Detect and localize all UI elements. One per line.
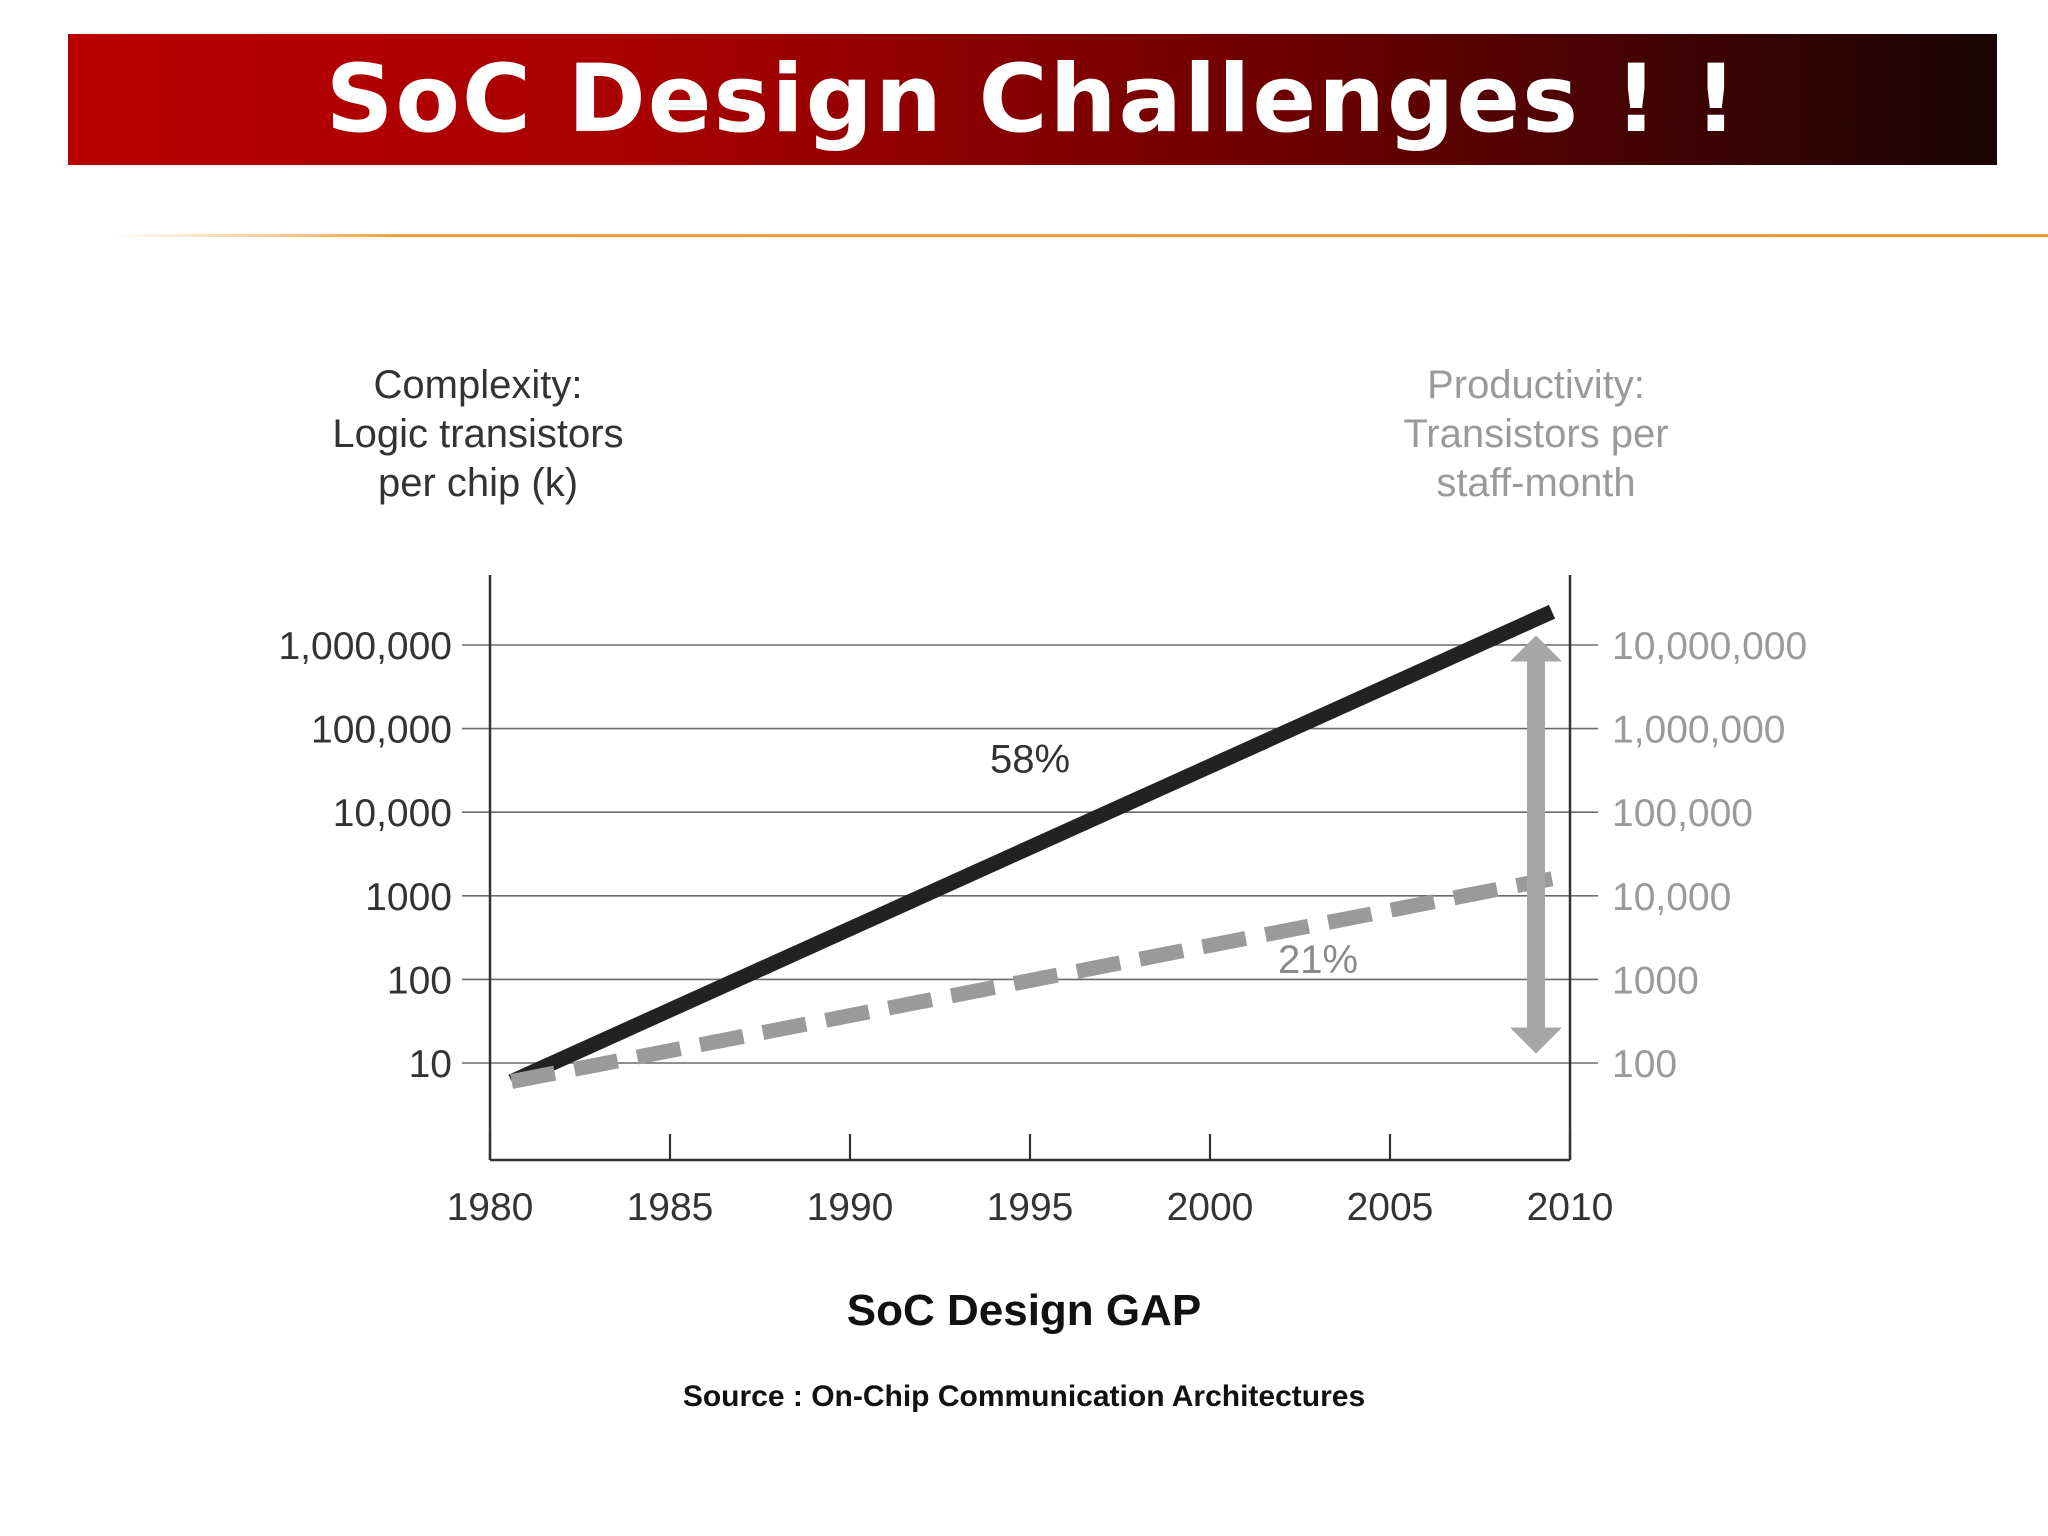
x-tick-label: 1990 bbox=[807, 1186, 894, 1229]
x-tick-label: 2010 bbox=[1527, 1186, 1614, 1229]
x-tick-label: 1980 bbox=[447, 1186, 534, 1229]
y-left-title: Complexity: Logic transistors per chip (k) bbox=[332, 363, 623, 505]
chart-caption: SoC Design GAP bbox=[846, 1286, 1202, 1335]
productivity-growth-label: 21% bbox=[1278, 938, 1358, 982]
y-left-tick-label: 1000 bbox=[365, 876, 452, 919]
y-right-tick-label: 1000 bbox=[1612, 959, 1699, 1002]
y-left-tick-label: 100,000 bbox=[311, 709, 452, 752]
x-tick-label: 2005 bbox=[1347, 1186, 1434, 1229]
chart-source: Source : On-Chip Communication Architect… bbox=[682, 1380, 1366, 1413]
y-left-title-line: per chip (k) bbox=[378, 461, 578, 505]
gap-arrow-shaft bbox=[1527, 657, 1545, 1032]
annotations: Complexity: Logic transistors per chip (k)… bbox=[332, 363, 1668, 982]
gap-arrow-head-down bbox=[1510, 1027, 1562, 1054]
y-right-tick-label: 10,000 bbox=[1612, 876, 1731, 919]
title-bar: SoC Design Challenges ! ! bbox=[68, 34, 1997, 165]
x-tick-label: 1995 bbox=[987, 1186, 1074, 1229]
axes bbox=[488, 575, 1572, 1162]
y-right-title-line: Productivity: bbox=[1427, 363, 1645, 407]
complexity-growth-label: 58% bbox=[990, 737, 1070, 781]
y-right-tick-label: 100,000 bbox=[1612, 792, 1753, 835]
y-right-title: Productivity: Transistors per staff-month bbox=[1403, 363, 1668, 505]
y-right-tick-label: 100 bbox=[1612, 1043, 1677, 1086]
y-left-title-line: Complexity: bbox=[374, 363, 583, 407]
x-tick-label: 1985 bbox=[627, 1186, 714, 1229]
productivity-line bbox=[510, 871, 1554, 1089]
y-right-tick-label: 10,000,000 bbox=[1612, 625, 1807, 668]
page-title: SoC Design Challenges ! ! bbox=[325, 45, 1740, 154]
y-left-tick-label: 10,000 bbox=[333, 792, 452, 835]
y-right-tick-label: 1,000,000 bbox=[1612, 709, 1786, 752]
grid-lines bbox=[462, 644, 1598, 1064]
y-left-tick-label: 10 bbox=[409, 1043, 452, 1086]
gap-arrow-head-up bbox=[1510, 635, 1562, 662]
title-divider bbox=[110, 234, 2048, 237]
y-right-title-line: staff-month bbox=[1436, 461, 1635, 505]
tick-labels: 1,000,000 100,000 10,000 1000 100 10 10,000,00… bbox=[278, 625, 1807, 1229]
y-left-tick-label: 1,000,000 bbox=[278, 625, 452, 668]
y-left-title-line: Logic transistors bbox=[332, 412, 623, 456]
x-tick-label: 2000 bbox=[1167, 1186, 1254, 1229]
series-lines bbox=[508, 604, 1562, 1089]
y-right-title-line: Transistors per bbox=[1403, 412, 1668, 456]
y-left-tick-label: 100 bbox=[387, 959, 452, 1002]
complexity-line bbox=[508, 604, 1556, 1089]
